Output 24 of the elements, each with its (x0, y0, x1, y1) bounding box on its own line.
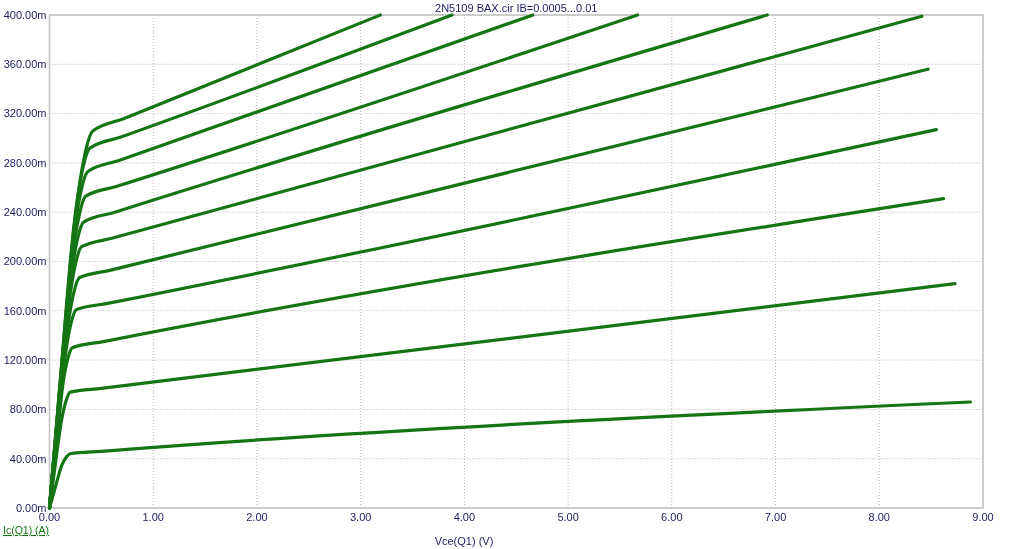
x-tick-label: 4.00 (453, 511, 476, 523)
y-tick-label: 40.00m (9, 452, 47, 465)
y-tick-label: 360.00m (3, 58, 47, 71)
x-tick-label: 5.00 (557, 511, 579, 523)
y-tick-label: 240.00m (3, 206, 47, 219)
x-tick-label: 2.00 (246, 511, 268, 523)
chart-title: 2N5109 BAX.cir IB=0.0005...0.01 (435, 2, 598, 14)
y-tick-label: 200.00m (3, 255, 47, 268)
y-tick-label: 120.00m (3, 353, 47, 366)
y-axis-title: Ic(Q1) (A) (3, 524, 50, 536)
y-tick-label: 80.00m (9, 403, 47, 416)
y-tick-label: 160.00m (3, 304, 47, 317)
x-tick-label: 6.00 (661, 511, 683, 523)
y-tick-label: 400.00m (3, 8, 47, 21)
x-tick-label: 3.00 (349, 511, 372, 523)
y-tick-label: 0.00m (15, 501, 47, 514)
x-tick-label: 7.00 (764, 511, 787, 523)
y-tick-label: 280.00m (3, 156, 47, 169)
x-tick-label: 9.00 (972, 511, 994, 523)
x-tick-label: 8.00 (868, 511, 890, 523)
x-axis-title: Vce(Q1) (V) (434, 535, 494, 547)
y-tick-label: 320.00m (3, 107, 47, 120)
x-tick-label: 1.00 (142, 511, 164, 523)
x-tick-label: 0.00 (38, 511, 61, 523)
